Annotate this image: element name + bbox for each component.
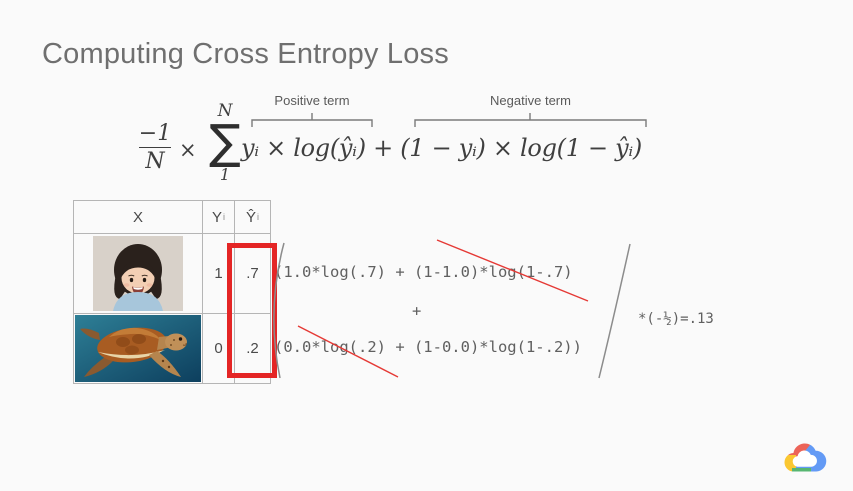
calc-plus: + [412, 302, 422, 320]
y-true-value: 0 [202, 314, 234, 383]
positive-term-bracket [251, 119, 373, 127]
multiply-sign: × [179, 138, 197, 162]
col-header-x: X [132, 208, 143, 226]
page-title: Computing Cross Entropy Loss [42, 38, 449, 70]
sum-upper-limit: N [217, 101, 233, 121]
toddler-photo [74, 234, 202, 313]
sigma-symbol: ∑ [209, 115, 241, 170]
turtle-illustration [75, 315, 201, 382]
big-right-paren [598, 243, 631, 379]
formula-fraction: −1 N [136, 121, 174, 174]
fraction-bar [139, 147, 171, 148]
sum-lower-limit: 1 [219, 165, 231, 184]
y-pred-value: .7 [234, 234, 270, 313]
calc-result: *(-½)=.13 [638, 311, 714, 327]
table-row: 1 .7 [74, 233, 270, 313]
fraction-numerator: −1 [138, 121, 172, 146]
formula-body: yᵢ × log(ŷᵢ) + (1 − yᵢ) × log(1 − ŷᵢ) [241, 134, 642, 162]
y-pred-value: .2 [234, 314, 270, 383]
negative-term-bracket [414, 119, 647, 127]
highlight-box [227, 243, 277, 378]
positive-term-label: Positive term [274, 93, 350, 108]
fraction-denominator: N [145, 149, 165, 174]
calc-line-1: (1.0*log(.7) + (1-1.0)*log(1-.7) [274, 263, 573, 281]
summation: N ∑ 1 [202, 103, 248, 184]
toddler-illustration [93, 236, 183, 311]
google-cloud-logo-icon [784, 443, 827, 472]
calc-line-2: (0.0*log(.2) + (1-0.0)*log(1-.2)) [274, 338, 582, 356]
table-row: 0 .2 [74, 313, 270, 383]
sea-turtle-photo [74, 314, 202, 383]
negative-term-label: Negative term [490, 93, 571, 108]
y-true-value: 1 [202, 234, 234, 313]
